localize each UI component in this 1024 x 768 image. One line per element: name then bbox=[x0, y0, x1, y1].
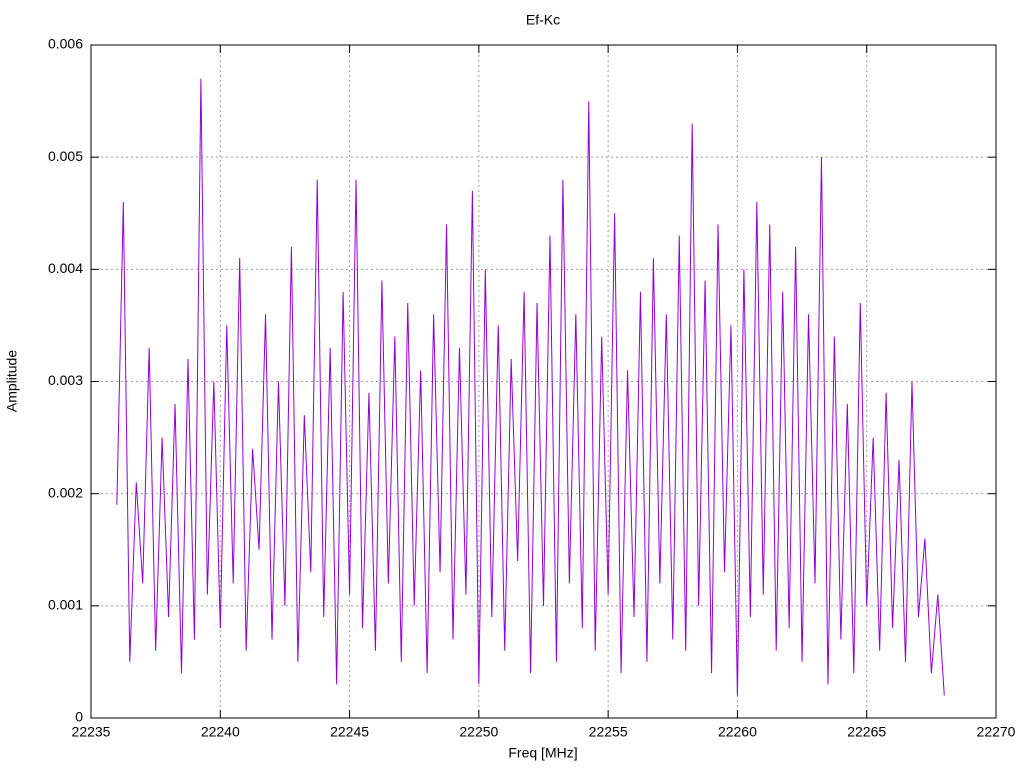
y-tick-label: 0.006 bbox=[48, 36, 83, 52]
y-tick-label: 0 bbox=[75, 709, 83, 725]
data-line bbox=[116, 78, 945, 696]
y-tick-label: 0.001 bbox=[48, 597, 83, 613]
x-tick-label: 22250 bbox=[459, 724, 498, 740]
x-tick-label: 22265 bbox=[847, 724, 886, 740]
y-tick-label: 0.002 bbox=[48, 484, 83, 500]
y-tick-label: 0.005 bbox=[48, 148, 83, 164]
y-axis-label: Amplitude bbox=[4, 350, 20, 412]
x-tick-label: 22270 bbox=[977, 724, 1016, 740]
plot-frame bbox=[90, 44, 997, 719]
x-tick-label: 22260 bbox=[718, 724, 757, 740]
x-tick-label: 22255 bbox=[589, 724, 628, 740]
y-tick-label: 0.003 bbox=[48, 372, 83, 388]
x-tick-label: 22240 bbox=[201, 724, 240, 740]
x-tick-label: 22235 bbox=[72, 724, 111, 740]
x-axis-label: Freq [MHz] bbox=[508, 745, 577, 761]
y-tick-label: 0.004 bbox=[48, 260, 83, 276]
chart-title: Ef-Kc bbox=[526, 12, 560, 28]
x-tick-label: 22245 bbox=[330, 724, 369, 740]
